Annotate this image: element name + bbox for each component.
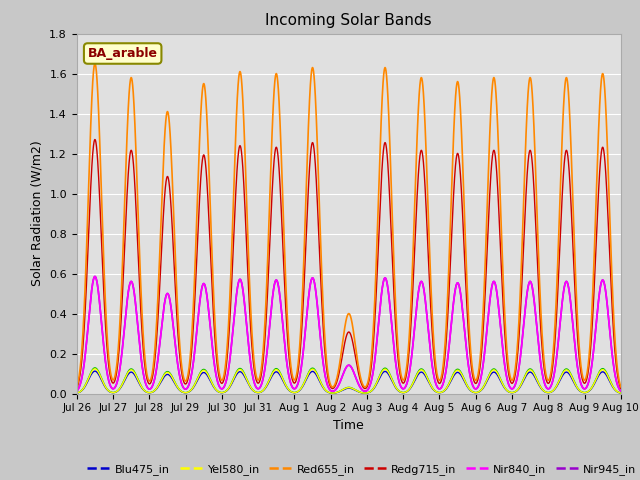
Title: Incoming Solar Bands: Incoming Solar Bands: [266, 13, 432, 28]
Text: BA_arable: BA_arable: [88, 47, 157, 60]
Legend: Blu475_in, Gm535_in, Yel580_in, Red655_in, Redg715_in, Nir840_in, Nir945_in: Blu475_in, Gm535_in, Yel580_in, Red655_i…: [83, 460, 640, 480]
X-axis label: Time: Time: [333, 419, 364, 432]
Y-axis label: Solar Radiation (W/m2): Solar Radiation (W/m2): [31, 141, 44, 287]
